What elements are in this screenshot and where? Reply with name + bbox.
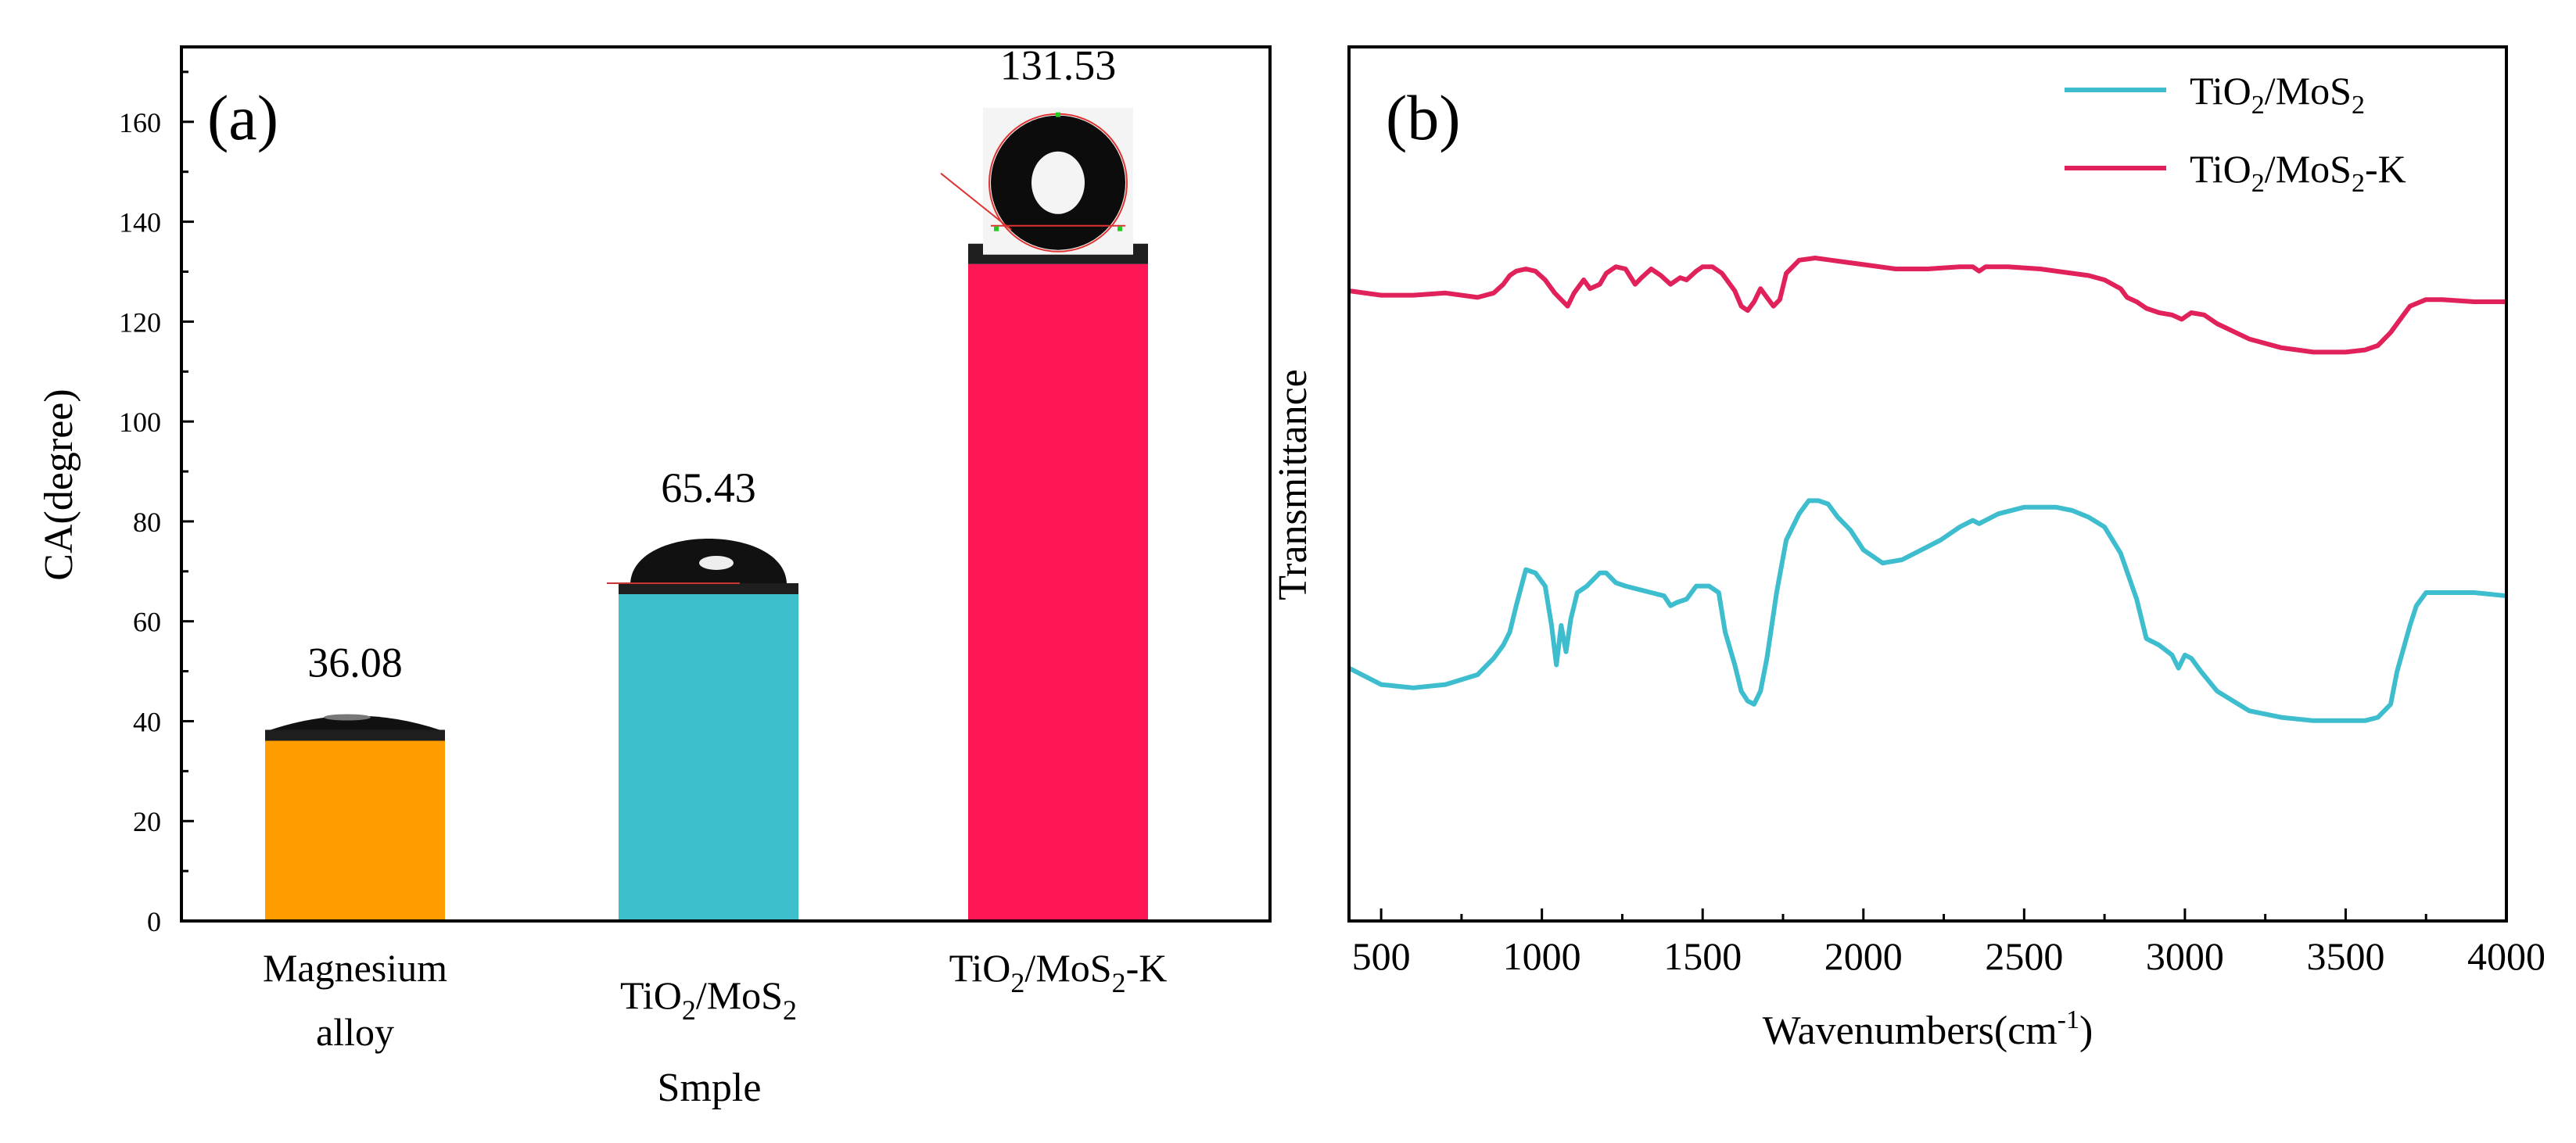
droplet-photo-2: [940, 107, 1148, 264]
plot-frame-a: [180, 45, 1272, 923]
droplet-highlight-0: [324, 714, 371, 721]
x-axis-a: Magnesium alloy TiO2/MoS2 TiO2/MoS2-K: [263, 946, 1167, 1054]
panel-label-a: (a): [207, 82, 278, 153]
substrate-plate-1: [619, 582, 798, 594]
droplet-highlight-1: [699, 555, 734, 570]
substrate-plate-0: [265, 729, 445, 741]
droplet-photo-0: [265, 714, 445, 741]
x-tick-label-b-3: 2000: [1824, 934, 1903, 978]
y-tick-label-a-8: 160: [119, 107, 161, 138]
y-tick-label-a-3: 60: [133, 607, 161, 638]
x-tick-label-b-6: 3500: [2306, 934, 2384, 978]
x-tick-label-2: TiO2/MoS2-K: [949, 946, 1168, 998]
bar-2: [968, 263, 1148, 922]
droplet-photo-1: [607, 538, 798, 594]
tangent-line-2: [940, 172, 1012, 231]
y-tick-label-a-4: 80: [133, 507, 161, 538]
droplet-0: [271, 715, 439, 730]
series-line-0: [1347, 498, 2507, 723]
legend-label-0: TiO2/MoS2: [2190, 69, 2365, 120]
legend: TiO2/MoS2 TiO2/MoS2-K: [2065, 69, 2406, 198]
data-label-2: 131.53: [1000, 42, 1117, 89]
y-axis-title-b: Transmittance: [1271, 369, 1315, 600]
data-label-0: 36.08: [307, 640, 403, 686]
x-tick-label-b-1: 1000: [1503, 934, 1581, 978]
x-tick-label-b-2: 1500: [1663, 934, 1742, 978]
y-tick-label-a-2: 40: [133, 706, 161, 737]
droplet-insets: [265, 107, 1148, 741]
series-line-1: [1348, 256, 2506, 355]
fit-point-top: [1056, 112, 1060, 117]
x-axis-title-b: Wavenumbers(cm-1): [1763, 1005, 2093, 1053]
y-tick-label-a-0: 0: [147, 906, 161, 937]
bar-0: [265, 740, 445, 921]
x-tick-label-b-0: 500: [1352, 934, 1411, 978]
fit-point-right: [1118, 226, 1122, 231]
x-tick-label-b-7: 4000: [2467, 934, 2546, 978]
y-tick-label-a-6: 120: [119, 306, 161, 338]
x-tick-label-b-5: 3000: [2146, 934, 2224, 978]
chart-b: 500 1000 1500 2000 2500 3000 3500 4000 Transmit…: [1271, 45, 2546, 1053]
fit-point-left: [994, 226, 999, 231]
chart-a: 36.08 65.43 131.53 0 20 40 60 80 100 120 140 160 C…: [37, 42, 1272, 1110]
x-axis-b: 500 1000 1500 2000 2500 3000 3500 4000: [1352, 908, 2546, 978]
bar-1: [619, 593, 798, 921]
legend-label-1: TiO2/MoS2-K: [2190, 147, 2406, 198]
line-group: [1347, 256, 2507, 723]
x-tick-label-b-4: 2500: [1985, 934, 2063, 978]
y-tick-label-a-1: 20: [133, 806, 161, 837]
x-tick-label-0-line1: Magnesium: [263, 946, 447, 990]
y-axis-a: 0 20 40 60 80 100 120 140 160: [119, 70, 194, 937]
data-label-1: 65.43: [661, 464, 756, 511]
x-axis-title-a: Smple: [658, 1066, 762, 1110]
panel-label-b: (b): [1386, 82, 1461, 153]
bar-group: 36.08 65.43 131.53: [265, 42, 1148, 922]
y-axis-title-a: CA(degree): [37, 389, 81, 580]
x-tick-label-0-line2: alloy: [316, 1010, 394, 1054]
droplet-highlight-2: [1031, 151, 1085, 214]
y-tick-label-a-7: 140: [119, 207, 161, 238]
y-tick-label-a-5: 100: [119, 407, 161, 438]
x-tick-label-1: TiO2/MoS2: [620, 973, 797, 1026]
plot-frame-b: [1347, 45, 2508, 923]
